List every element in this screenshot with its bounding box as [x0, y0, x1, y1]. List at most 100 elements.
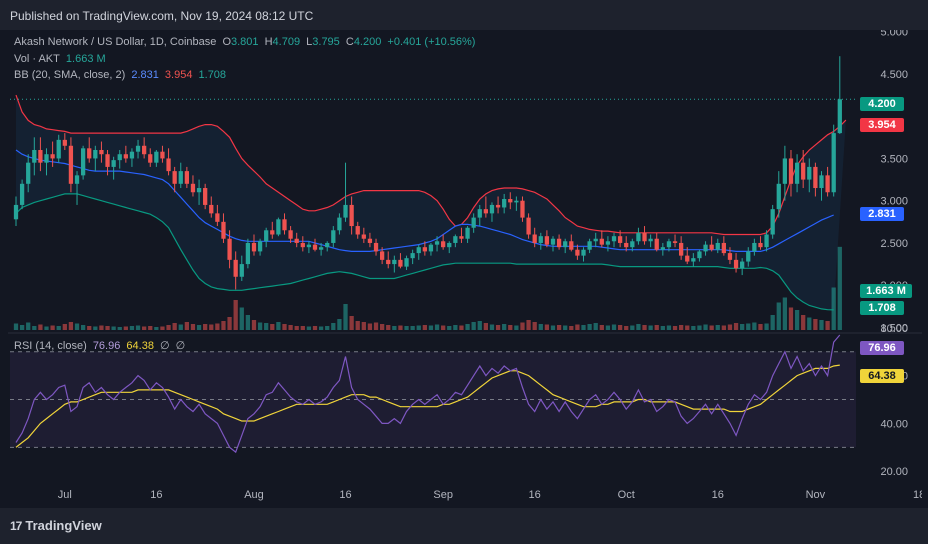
- candle-body: [184, 171, 189, 184]
- candle-body: [142, 145, 147, 155]
- volume-bar: [685, 325, 690, 330]
- volume-bar: [239, 307, 244, 330]
- rsi-band-fill: [10, 351, 856, 448]
- candle-body: [483, 209, 489, 214]
- candle-body: [794, 162, 800, 184]
- candle-body: [703, 244, 708, 252]
- rsi-tick-label: 20.00: [880, 466, 908, 478]
- close-value: 4.200: [353, 36, 382, 48]
- candle-body: [465, 227, 470, 239]
- candle-body: [697, 251, 702, 259]
- rsi-legend: RSI (14, close) 76.96 64.38 ∅ ∅: [14, 339, 188, 352]
- volume-badge: 1.663 M: [860, 284, 912, 298]
- volume-bar: [50, 325, 55, 330]
- volume-bar: [111, 326, 116, 330]
- volume-bar: [62, 324, 67, 330]
- volume-bar: [453, 325, 458, 330]
- volume-bar: [434, 324, 440, 330]
- volume-bar: [386, 325, 391, 330]
- candle-body: [636, 232, 641, 242]
- candle-body: [593, 238, 598, 242]
- volume-bar: [331, 323, 336, 330]
- volume-bar: [441, 325, 446, 330]
- volume-bar: [624, 326, 629, 330]
- candle-body: [666, 241, 672, 248]
- candle-body: [392, 259, 397, 265]
- candle-body: [343, 204, 348, 218]
- open-value: 3.801: [231, 36, 259, 48]
- volume-bar: [776, 302, 781, 330]
- candle-body: [813, 166, 818, 189]
- candle-body: [215, 213, 220, 222]
- candle-body: [788, 158, 794, 184]
- candle-body: [300, 242, 305, 248]
- candle-body: [648, 238, 653, 242]
- volume-bar: [746, 323, 751, 330]
- volume-bar: [801, 315, 806, 330]
- candle-body: [581, 249, 586, 256]
- candle-body: [312, 244, 318, 250]
- volume-bar: [569, 326, 574, 330]
- volume-bar: [105, 326, 110, 330]
- price-chart-svg[interactable]: 5.0004.5003.5003.0002.5002.0001.50080.00…: [8, 27, 925, 508]
- rsi-badge: 76.96: [860, 341, 904, 355]
- volume-bar: [166, 325, 171, 330]
- bb-label: BB (20, SMA, close, 2): [14, 69, 126, 81]
- candle-body: [129, 151, 135, 159]
- volume-bar: [611, 324, 617, 330]
- candle-body: [154, 151, 159, 163]
- candle-body: [495, 204, 501, 208]
- candle-body: [288, 230, 293, 239]
- candle-body: [264, 230, 269, 242]
- volume-bar: [630, 325, 635, 330]
- candle-body: [148, 154, 153, 163]
- candle-body: [398, 259, 403, 267]
- candle-body: [752, 242, 757, 252]
- rsi-ma-value: 64.38: [126, 340, 154, 352]
- time-axis-label: Aug: [244, 489, 264, 501]
- volume-bar: [416, 325, 421, 330]
- volume-bar: [660, 326, 665, 330]
- volume-bar: [642, 325, 647, 330]
- candle-body: [441, 241, 446, 248]
- bb-legend: BB (20, SMA, close, 2) 2.831 3.954 1.708: [14, 69, 229, 81]
- open-label: O: [222, 36, 231, 48]
- volume-bar: [556, 325, 562, 330]
- candle-body: [453, 236, 458, 243]
- candle-body: [196, 188, 202, 193]
- candle-body: [373, 242, 379, 252]
- volume-bar: [129, 326, 135, 330]
- candle-body: [502, 199, 507, 208]
- candle-body: [99, 150, 104, 155]
- volume-bar: [532, 322, 537, 330]
- candle-body: [337, 217, 342, 231]
- high-value: 4.709: [272, 36, 301, 48]
- candle-body: [587, 241, 592, 250]
- tradingview-brand[interactable]: 17 TradingView: [10, 518, 102, 533]
- candle-body: [422, 247, 427, 252]
- price-tick-label: 3.000: [880, 196, 908, 208]
- volume-bar: [526, 320, 531, 330]
- candle-body: [575, 249, 580, 256]
- time-axis-label: Jul: [58, 489, 72, 501]
- volume-bar: [752, 322, 757, 330]
- candle-body: [782, 158, 788, 184]
- volume-bar: [733, 323, 739, 330]
- volume-bar: [80, 325, 86, 330]
- volume-bar: [703, 324, 708, 330]
- candle-body: [550, 238, 556, 245]
- candle-body: [166, 158, 171, 172]
- candle-body: [471, 217, 476, 228]
- volume-bar: [294, 326, 299, 330]
- candle-body: [13, 204, 19, 220]
- time-axis-label: 16: [712, 489, 724, 501]
- volume-bar: [44, 326, 49, 330]
- volume-bar: [379, 324, 385, 330]
- rsi-label: RSI (14, close): [14, 340, 87, 352]
- volume-bar: [99, 325, 104, 330]
- volume-bar: [251, 320, 257, 330]
- volume-bar: [575, 324, 580, 330]
- volume-bar: [477, 321, 482, 330]
- chart-area[interactable]: 5.0004.5003.5003.0002.5002.0001.50080.00…: [8, 27, 925, 508]
- volume-bar: [148, 326, 153, 330]
